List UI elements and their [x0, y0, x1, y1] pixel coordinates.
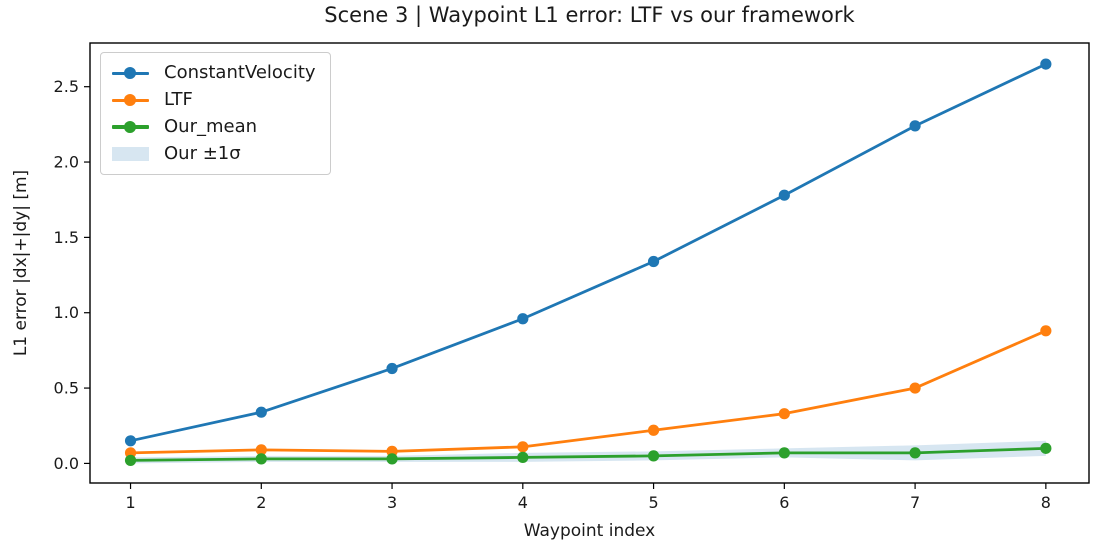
- data-point-LTF: [909, 382, 921, 394]
- legend-label: LTF: [164, 89, 193, 111]
- y-tick-label: 2.0: [54, 153, 79, 172]
- data-point-ConstantVelocity: [255, 406, 267, 418]
- data-point-Our_mean: [386, 453, 398, 465]
- x-tick-label: 2: [256, 493, 266, 512]
- data-point-LTF: [517, 441, 529, 453]
- data-point-ConstantVelocity: [517, 313, 529, 325]
- y-tick-label: 1.5: [54, 228, 79, 247]
- x-tick-label: 5: [648, 493, 658, 512]
- data-point-LTF: [778, 408, 790, 420]
- chart-title: Scene 3 | Waypoint L1 error: LTF vs our …: [324, 3, 855, 27]
- series-line-ConstantVelocity: [130, 62, 1047, 443]
- x-tick-label: 6: [779, 493, 789, 512]
- legend: ConstantVelocity LTF Our_mean Our ±1σ: [100, 52, 331, 175]
- data-point-LTF: [1040, 325, 1052, 337]
- data-point-Our_mean: [909, 447, 921, 459]
- legend-item-constantvelocity: ConstantVelocity: [112, 60, 320, 87]
- x-tick-label: 4: [518, 493, 528, 512]
- data-point-LTF: [647, 424, 660, 436]
- data-point-Our_mean: [778, 447, 790, 459]
- x-tick-label: 1: [125, 493, 135, 512]
- band-swatch: [112, 146, 149, 161]
- data-point-Our_mean: [1040, 442, 1052, 454]
- x-axis-label: Waypoint index: [523, 521, 656, 541]
- series-line-LTF: [130, 329, 1047, 455]
- line-marker-swatch: [112, 120, 149, 134]
- data-point-LTF: [255, 444, 267, 456]
- legend-item-our-band: Our ±1σ: [112, 140, 320, 167]
- y-axis-label: L1 error |dx|+|dy| [m]: [11, 169, 31, 357]
- data-point-ConstantVelocity: [124, 435, 137, 447]
- data-point-Our_mean: [647, 450, 660, 462]
- legend-label: Our_mean: [164, 115, 258, 137]
- y-tick-label: 1.0: [54, 303, 79, 322]
- data-point-Our_mean: [255, 453, 267, 465]
- legend-label: ConstantVelocity: [164, 62, 316, 84]
- data-point-ConstantVelocity: [647, 255, 660, 268]
- y-tick-label: 0.0: [54, 454, 79, 473]
- line-marker-swatch: [112, 66, 149, 80]
- x-tick-label: 8: [1041, 493, 1051, 512]
- legend-item-our-mean: Our_mean: [112, 114, 320, 141]
- x-tick-label: 7: [910, 493, 920, 512]
- data-point-ConstantVelocity: [778, 189, 790, 201]
- data-point-ConstantVelocity: [386, 362, 398, 375]
- legend-label: Our ±1σ: [164, 142, 241, 164]
- series-line-Our_mean: [130, 446, 1046, 462]
- line-marker-swatch: [112, 93, 149, 107]
- y-tick-label: 2.5: [54, 77, 79, 96]
- legend-item-ltf: LTF: [112, 87, 320, 114]
- data-point-ConstantVelocity: [909, 120, 921, 132]
- data-point-Our_mean: [517, 451, 529, 463]
- data-point-Our_mean: [124, 454, 137, 466]
- y-tick-label: 0.5: [54, 379, 79, 398]
- data-point-ConstantVelocity: [1040, 58, 1052, 70]
- axes-spines: [89, 42, 1090, 484]
- x-tick-label: 3: [387, 493, 397, 512]
